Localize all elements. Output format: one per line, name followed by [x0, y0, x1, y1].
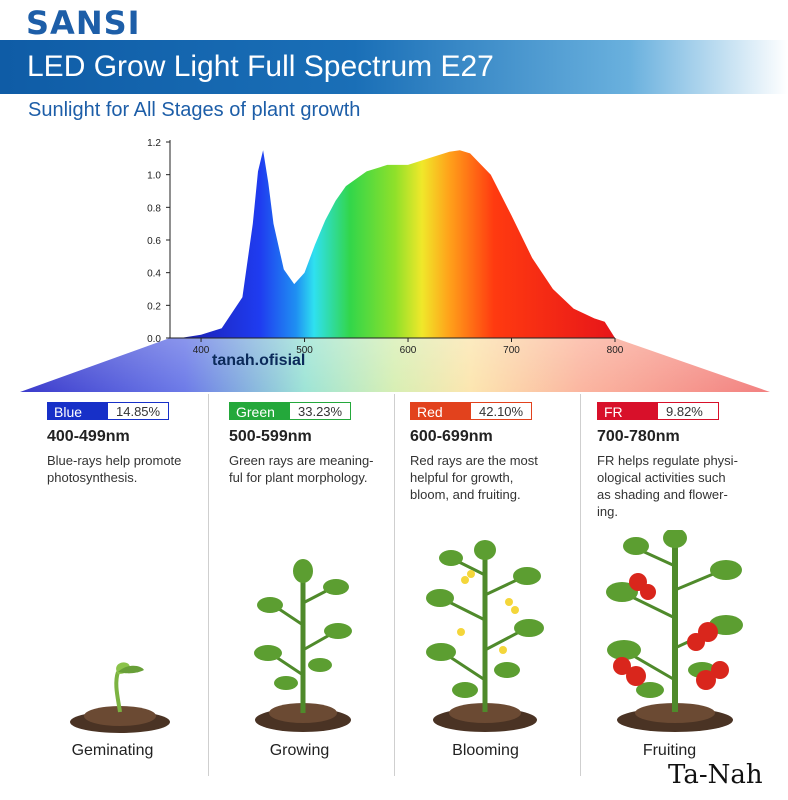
badge-percent: 14.85% — [116, 404, 161, 419]
spectrum-area — [180, 150, 616, 338]
stage-label: Blooming — [452, 742, 519, 759]
brand-logo: SANSI — [26, 4, 141, 42]
badge-percent: 9.82% — [666, 404, 703, 419]
watermark-inline: tanah.ofisial — [212, 352, 306, 369]
badge-name: Blue — [48, 403, 108, 420]
title-banner — [0, 40, 788, 94]
spectrum-projection-fade — [20, 338, 770, 392]
badge-name: Green — [230, 403, 290, 420]
wavelength-range: 400-499nm — [47, 428, 130, 445]
wavelength-range: 700-780nm — [597, 428, 680, 445]
wavelength-range: 600-699nm — [410, 428, 493, 445]
blooming-plant-illustration — [426, 540, 544, 732]
x-tick-label: 600 — [400, 345, 417, 356]
stage-label: Geminating — [71, 742, 154, 759]
x-tick-label: 500 — [296, 345, 313, 356]
description: Green rays are meaning- ful for plant mo… — [229, 452, 404, 486]
badge-green: Green 33.23% — [229, 402, 351, 420]
spectrum-chart: 0.0 0.2 0.4 0.6 0.8 1.0 1.2 400 500 600 700 800 — [20, 138, 770, 392]
description: FR helps regulate physi- ological activi… — [597, 452, 772, 520]
description-line: photosynthesis. — [47, 470, 138, 485]
description-line: ing. — [597, 504, 618, 519]
description-line: FR helps regulate physi- — [597, 453, 738, 468]
column-green: Green 33.23% 500-599nm Green rays are me… — [229, 402, 404, 486]
fruiting-plant-illustration — [606, 530, 743, 732]
description-line: as shading and flower- — [597, 487, 728, 502]
column-fr: FR 9.82% 700-780nm FR helps regulate phy… — [597, 402, 772, 520]
description-line: ful for plant morphology. — [229, 470, 368, 485]
seedling-illustration — [70, 662, 170, 733]
badge-percent: 42.10% — [479, 404, 524, 419]
stage-label: Growing — [269, 742, 330, 759]
description-line: Green rays are meaning- — [229, 453, 374, 468]
description-line: Red rays are the most — [410, 453, 538, 468]
y-tick-label: 0.0 — [147, 334, 161, 345]
wavelength-range: 500-599nm — [229, 428, 312, 445]
badge-name: Red — [411, 403, 471, 420]
y-tick-label: 1.2 — [147, 138, 161, 149]
badge-red: Red 42.10% — [410, 402, 532, 420]
x-tick-label: 700 — [503, 345, 520, 356]
y-tick-label: 1.0 — [147, 171, 161, 182]
y-tick-label: 0.6 — [147, 236, 161, 247]
stage-label: Fruiting — [642, 742, 697, 759]
badge-fr: FR 9.82% — [597, 402, 719, 420]
column-red: Red 42.10% 600-699nm Red rays are the mo… — [410, 402, 585, 503]
badge-name: FR — [598, 403, 658, 420]
signature: Ta-Nah — [668, 760, 763, 790]
y-tick-label: 0.2 — [147, 301, 161, 312]
x-tick-label: 800 — [607, 345, 624, 356]
description-line: ological activities such — [597, 470, 726, 485]
banner-title: LED Grow Light Full Spectrum E27 — [27, 50, 494, 83]
growing-plant-illustration — [254, 559, 352, 732]
description: Blue-rays help promote photosynthesis. — [47, 452, 222, 486]
badge-percent: 33.23% — [298, 404, 343, 419]
column-divider — [580, 394, 581, 776]
y-tick-label: 0.4 — [147, 269, 161, 280]
column-divider — [208, 394, 209, 776]
description-line: helpful for growth, — [410, 470, 514, 485]
description: Red rays are the most helpful for growth… — [410, 452, 585, 503]
column-divider — [394, 394, 395, 776]
x-tick-label: 400 — [193, 345, 210, 356]
description-line: bloom, and fruiting. — [410, 487, 521, 502]
description-line: Blue-rays help promote — [47, 453, 182, 468]
subtitle: Sunlight for All Stages of plant growth — [28, 99, 361, 121]
column-blue: Blue 14.85% 400-499nm Blue-rays help pro… — [47, 402, 222, 486]
badge-blue: Blue 14.85% — [47, 402, 169, 420]
y-tick-label: 0.8 — [147, 203, 161, 214]
